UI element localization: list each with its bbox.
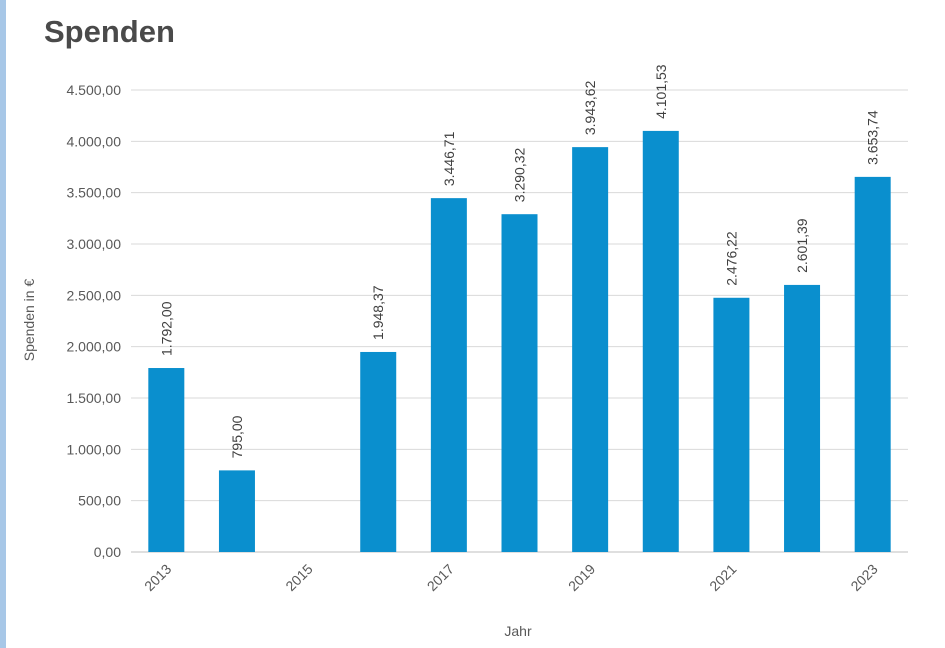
data-label-2019: 3.943,62 [582, 80, 598, 135]
data-label-2022: 2.601,39 [794, 218, 810, 273]
y-tick-label: 0,00 [94, 544, 121, 560]
x-axis-title: Jahr [504, 623, 532, 639]
data-label-2020: 4.101,53 [653, 64, 669, 119]
y-tick-label: 3.500,00 [67, 185, 122, 201]
y-axis-title: Spenden in € [21, 279, 37, 362]
x-tick-label: 2013 [141, 561, 174, 594]
bar-2020 [642, 130, 679, 552]
y-tick-label: 2.500,00 [67, 287, 122, 303]
data-label-2017: 3.446,71 [441, 131, 457, 186]
x-tick-label: 2021 [706, 561, 739, 594]
bar-2016 [360, 351, 397, 552]
data-label-2021: 2.476,22 [723, 231, 739, 286]
y-tick-label: 4.500,00 [67, 82, 122, 98]
y-axis-ticks: 0,00 500,00 1.000,00 1.500,00 2.000,00 2.500,… [67, 82, 122, 560]
y-tick-label: 1.500,00 [67, 390, 122, 406]
data-label-2014: 795,00 [229, 415, 245, 458]
bar-2021 [713, 297, 750, 552]
data-label-2016: 1.948,37 [370, 285, 386, 340]
x-tick-label: 2017 [424, 561, 457, 594]
x-tick-label: 2019 [565, 561, 598, 594]
bar-2018 [501, 214, 538, 552]
y-tick-label: 500,00 [78, 493, 121, 509]
chart-title: Spenden [44, 14, 175, 49]
data-label-2018: 3.290,32 [512, 147, 528, 202]
y-tick-label: 1.000,00 [67, 441, 122, 457]
left-accent-bar [0, 0, 6, 648]
x-axis-ticks: 2013 2015 2017 2019 2021 2023 [141, 561, 881, 594]
bar-2022 [784, 284, 821, 552]
data-label-2023: 3.653,74 [865, 110, 881, 165]
data-labels: 1.792,00 795,00 1.948,37 3.446,71 3.290,32 3.… [158, 64, 880, 458]
bar-2019 [572, 147, 609, 552]
y-tick-label: 3.000,00 [67, 236, 122, 252]
data-label-2013: 1.792,00 [158, 301, 174, 356]
y-tick-label: 2.000,00 [67, 339, 122, 355]
bars [148, 130, 891, 553]
x-tick-label: 2015 [282, 561, 315, 594]
bar-2013 [148, 368, 185, 552]
bar-2017 [430, 198, 467, 553]
y-tick-label: 4.000,00 [67, 133, 122, 149]
x-tick-label: 2023 [847, 561, 880, 594]
bar-2023 [854, 176, 891, 552]
bar-2014 [218, 470, 255, 552]
